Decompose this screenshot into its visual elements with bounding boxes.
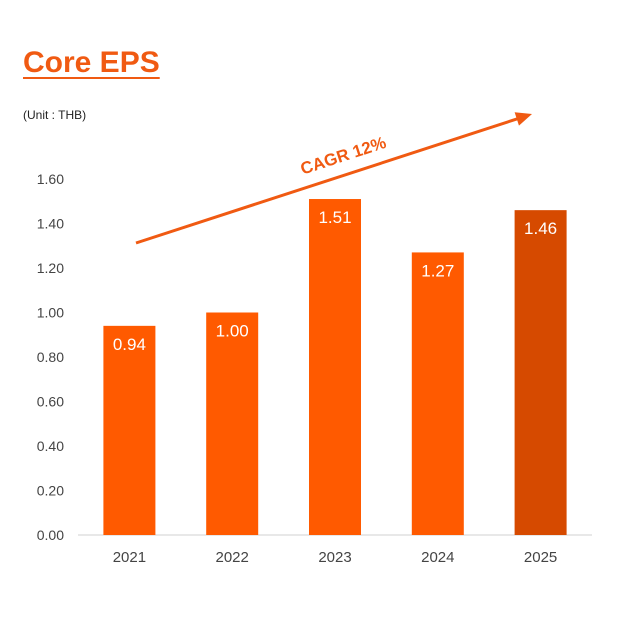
y-tick-label: 1.40 (37, 216, 64, 232)
x-tick-label: 2021 (113, 549, 146, 566)
bar (309, 199, 361, 535)
chart-title: Core EPS (23, 46, 160, 79)
y-tick-label: 1.60 (37, 171, 64, 187)
y-tick-label: 1.20 (37, 260, 64, 276)
x-tick-label: 2025 (524, 549, 557, 566)
y-tick-label: 0.20 (37, 483, 64, 499)
trend-arrow-line (135, 115, 523, 245)
data-label: 0.94 (113, 335, 146, 354)
y-tick-label: 1.00 (37, 305, 64, 321)
x-tick-label: 2023 (318, 549, 351, 566)
y-tick-label: 0.00 (37, 527, 64, 543)
y-tick-label: 0.60 (37, 394, 64, 410)
data-label: 1.46 (524, 219, 557, 238)
bar (206, 312, 259, 535)
x-tick-label: 2022 (216, 549, 249, 566)
bar (411, 252, 464, 536)
trend-arrow-head (514, 112, 532, 126)
bar (103, 325, 156, 535)
unit-label: (Unit : THB) (23, 108, 87, 122)
cagr-annotation: CAGR 12% (298, 133, 388, 179)
y-tick-label: 0.40 (37, 438, 64, 454)
y-tick-label: 0.80 (37, 349, 64, 365)
data-label: 1.00 (216, 322, 249, 341)
bar (514, 210, 567, 535)
data-label: 1.51 (318, 208, 351, 227)
x-tick-label: 2024 (421, 549, 454, 566)
data-label: 1.27 (421, 261, 454, 280)
